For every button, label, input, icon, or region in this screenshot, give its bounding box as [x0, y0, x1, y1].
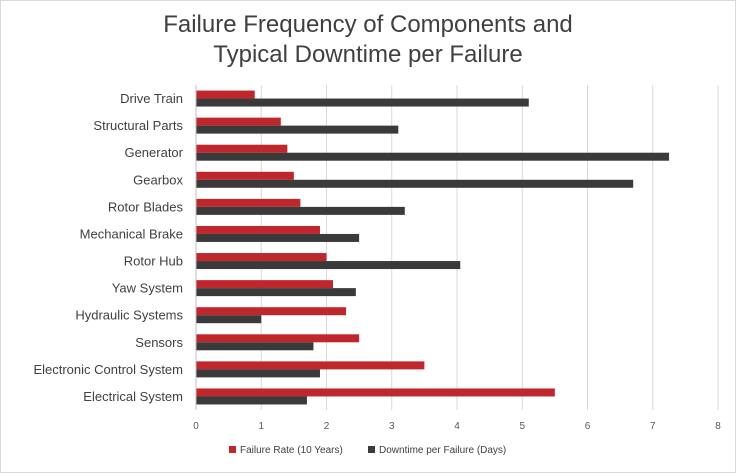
bar-failure-rate: [196, 171, 294, 180]
category-label: Mechanical Brake: [80, 226, 183, 241]
x-tick-label: 7: [650, 421, 656, 432]
x-tick-label: 1: [258, 421, 264, 432]
legend-swatch: [368, 446, 375, 453]
x-tick-label: 8: [715, 421, 721, 432]
category-label: Rotor Blades: [108, 199, 184, 214]
bar-downtime: [196, 288, 356, 297]
bar-downtime: [196, 206, 405, 215]
category-label: Gearbox: [133, 172, 183, 187]
bar-failure-rate: [196, 90, 255, 99]
x-tick-label: 0: [193, 421, 199, 432]
category-label: Hydraulic Systems: [75, 308, 183, 323]
bar-downtime: [196, 233, 360, 242]
category-label: Structural Parts: [93, 118, 183, 133]
bar-downtime: [196, 179, 634, 188]
bar-downtime: [196, 396, 307, 405]
category-label: Sensors: [135, 335, 183, 350]
bar-failure-rate: [196, 117, 281, 126]
category-label: Rotor Hub: [124, 254, 183, 269]
category-label: Electronic Control System: [33, 362, 183, 377]
bar-failure-rate: [196, 253, 327, 262]
legend-label: Downtime per Failure (Days): [379, 445, 506, 456]
bar-failure-rate: [196, 144, 288, 153]
x-tick-label: 3: [389, 421, 395, 432]
bar-failure-rate: [196, 361, 425, 370]
legend-label: Failure Rate (10 Years): [240, 445, 343, 456]
bar-downtime: [196, 369, 320, 378]
bar-downtime: [196, 261, 461, 270]
bar-downtime: [196, 152, 670, 161]
x-tick-label: 5: [519, 421, 525, 432]
category-label: Electrical System: [83, 389, 183, 404]
bar-failure-rate: [196, 280, 334, 289]
bar-failure-rate: [196, 198, 301, 207]
category-label: Yaw System: [112, 281, 183, 296]
bar-downtime: [196, 315, 262, 324]
x-tick-label: 4: [454, 421, 460, 432]
category-label: Drive Train: [120, 91, 183, 106]
bar-downtime: [196, 342, 314, 351]
bar-failure-rate: [196, 334, 360, 343]
legend-swatch: [229, 446, 236, 453]
bar-failure-rate: [196, 225, 320, 234]
x-tick-label: 6: [585, 421, 591, 432]
bar-downtime: [196, 125, 399, 134]
x-tick-label: 2: [324, 421, 330, 432]
category-label: Generator: [124, 145, 183, 160]
bar-failure-rate: [196, 307, 347, 316]
bar-failure-rate: [196, 388, 555, 397]
bar-downtime: [196, 98, 529, 107]
chart-title-line-2: Typical Downtime per Failure: [213, 41, 523, 68]
chart-title-line-1: Failure Frequency of Components and: [163, 11, 573, 38]
